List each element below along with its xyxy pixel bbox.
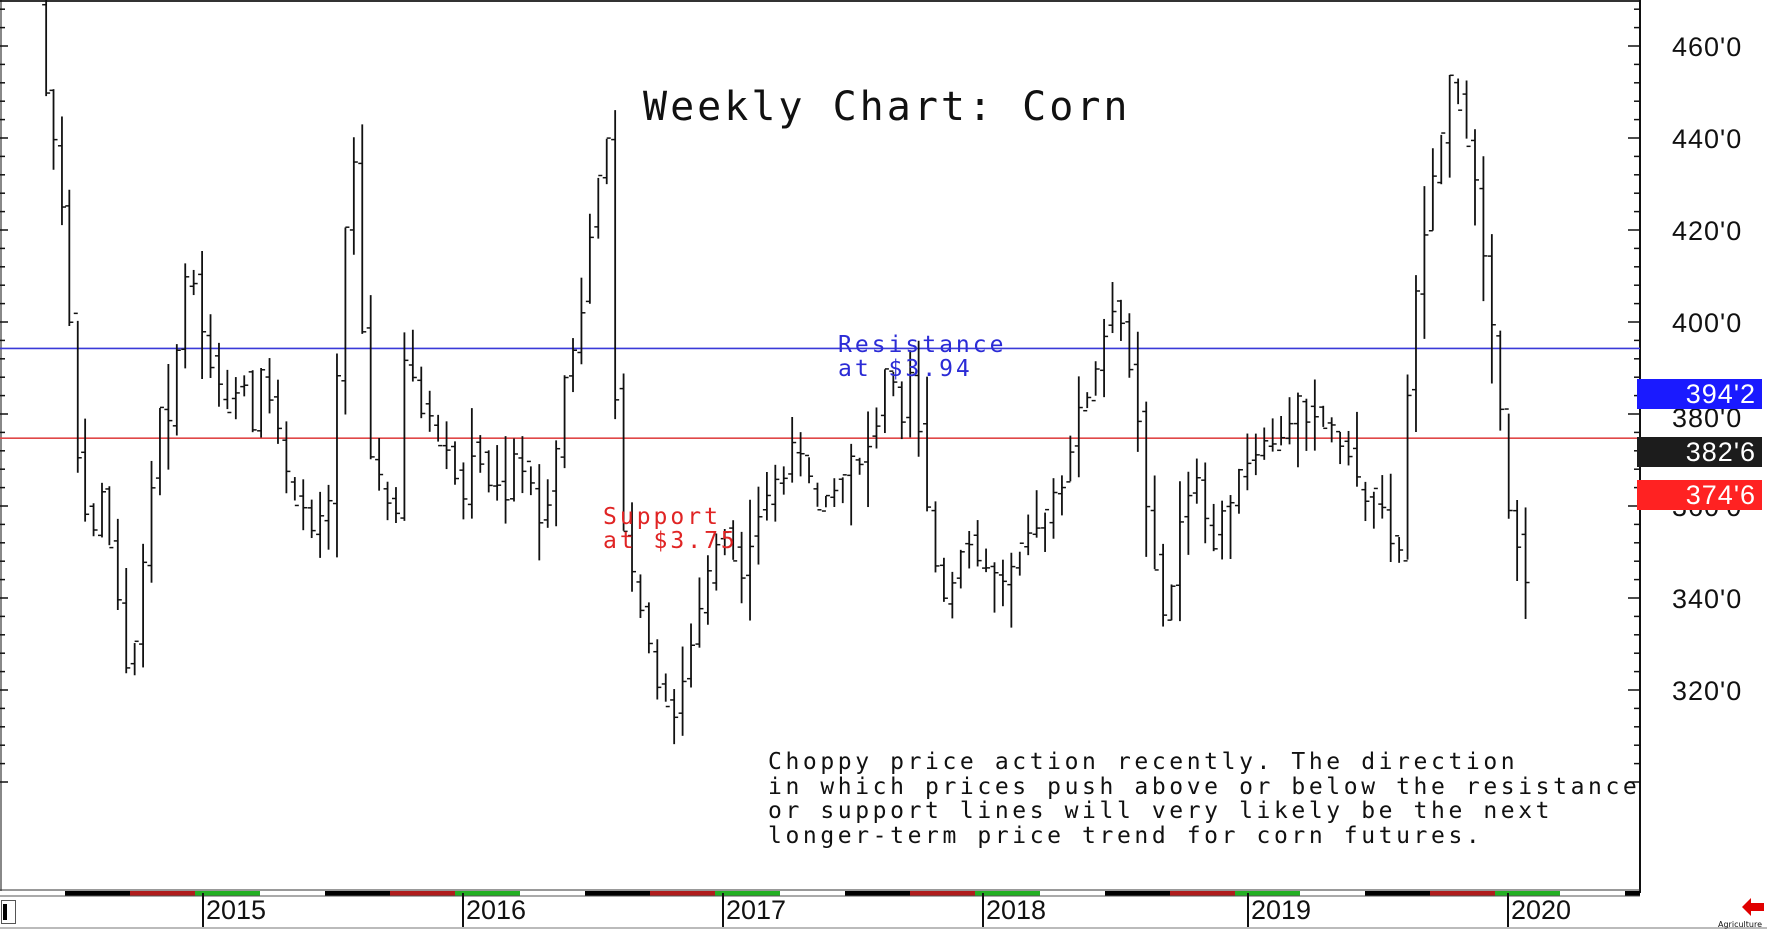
- resistance-annotation: Resistance at $3.94: [838, 333, 1006, 381]
- support-price-badge: 374'6: [1637, 480, 1762, 510]
- resistance-label-line1: Resistance: [838, 332, 1007, 358]
- x-tick-label: 2020: [1507, 893, 1571, 927]
- y-tick-label: 400'0: [1672, 308, 1743, 338]
- x-tick-label: 2015: [202, 893, 266, 927]
- y-tick-label: 340'0: [1672, 584, 1743, 614]
- agriculture-logo-text: Agriculture: [1718, 920, 1762, 929]
- x-tick-label: 2017: [722, 893, 786, 927]
- chart-scroll-handle[interactable]: [1, 900, 16, 924]
- note-line: in which prices push above or below the …: [768, 773, 1641, 800]
- y-tick-label: 420'0: [1672, 216, 1743, 246]
- x-tick-label: 2018: [982, 893, 1046, 927]
- x-tick-label: 2016: [462, 893, 526, 927]
- y-tick-label: 320'0: [1672, 676, 1743, 706]
- last-price-badge: 382'6: [1637, 437, 1762, 467]
- chart-title: Weekly Chart: Corn: [643, 84, 1131, 130]
- scroll-left-arrow-icon[interactable]: [1742, 898, 1764, 916]
- x-tick-label: 2019: [1247, 893, 1311, 927]
- scroll-grip-icon: [3, 904, 7, 920]
- commentary-note: Choppy price action recently. The direct…: [768, 750, 1640, 848]
- support-annotation: Support at $3.75: [603, 505, 738, 553]
- note-line: longer-term price trend for corn futures…: [768, 822, 1484, 849]
- note-line: or support lines will very likely be the…: [768, 798, 1554, 825]
- resistance-label-line2: at $3.94: [838, 356, 973, 382]
- y-tick-label: 440'0: [1672, 124, 1743, 154]
- note-line: Choppy price action recently. The direct…: [768, 749, 1519, 775]
- support-label-line2: at $3.75: [603, 528, 738, 554]
- support-label-line1: Support: [603, 504, 721, 530]
- resistance-price-badge: 394'2: [1637, 379, 1762, 409]
- y-tick-label: 460'0: [1672, 32, 1743, 62]
